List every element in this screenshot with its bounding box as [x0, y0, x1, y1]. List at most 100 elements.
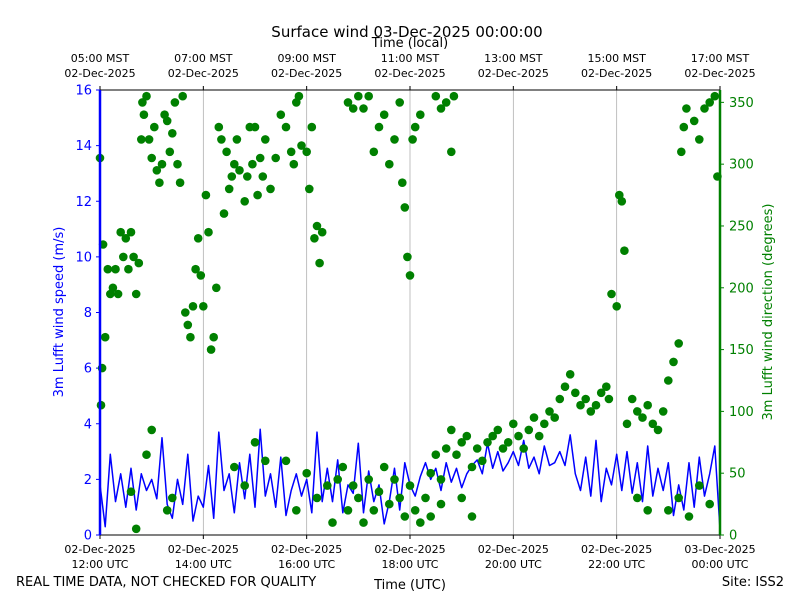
wind-direction-point	[705, 98, 714, 107]
wind-direction-point	[152, 166, 162, 175]
wind-direction-point	[186, 332, 195, 342]
top-tick-date: 02-Dec-2025	[271, 67, 342, 80]
wind-direction-point	[679, 122, 689, 132]
wind-direction-point	[255, 153, 265, 163]
wind-direction-point	[235, 166, 244, 175]
bottom-tick-time: 22:00 UTC	[588, 558, 645, 571]
bottom-tick-date: 02-Dec-2025	[478, 543, 549, 556]
wind-direction-point	[369, 506, 379, 515]
wind-direction-point	[302, 468, 312, 478]
wind-direction-point	[230, 462, 239, 472]
wind-direction-point	[426, 468, 436, 478]
bottom-tick-time: 14:00 UTC	[175, 558, 232, 571]
wind-direction-point	[142, 91, 151, 101]
wind-direction-point	[545, 407, 554, 416]
wind-direction-point	[147, 153, 156, 163]
wind-direction-point	[374, 122, 384, 132]
wind-direction-point	[364, 475, 374, 484]
wind-direction-point	[447, 147, 456, 157]
wind-direction-point	[348, 481, 358, 490]
wind-direction-point	[196, 271, 206, 280]
wind-direction-point	[677, 147, 686, 157]
wind-direction-point	[493, 425, 503, 435]
wind-direction-point	[653, 425, 663, 435]
right-tick-label: 350	[729, 96, 754, 111]
wind-direction-point	[212, 283, 221, 293]
left-tick-label: 16	[75, 84, 92, 99]
wind-direction-point	[100, 332, 110, 342]
wind-direction-point	[162, 116, 172, 126]
chart-title: Surface wind 03-Dec-2025 00:00:00	[271, 23, 542, 41]
wind-direction-point	[359, 104, 368, 113]
right-tick-label: 250	[729, 219, 754, 234]
wind-direction-point	[457, 493, 467, 503]
wind-direction-point	[310, 234, 319, 243]
wind-direction-point	[317, 227, 327, 237]
wind-direction-point	[638, 413, 647, 422]
wind-direction-point	[519, 444, 528, 453]
wind-direction-point	[607, 289, 616, 299]
wind-direction-point	[209, 332, 218, 342]
wind-direction-point	[181, 308, 190, 317]
wind-direction-point	[124, 264, 133, 274]
wind-direction-point	[467, 462, 477, 472]
wind-direction-point	[457, 438, 467, 447]
wind-direction-point	[307, 122, 317, 132]
site-label: Site: ISS2	[721, 575, 784, 590]
wind-direction-point	[576, 400, 585, 410]
wind-direction-point	[168, 493, 177, 503]
top-tick-time: 09:00 MST	[277, 52, 336, 65]
wind-direction-point	[689, 116, 699, 126]
wind-direction-point	[682, 104, 691, 113]
wind-direction-point	[478, 456, 487, 466]
wind-direction-point	[591, 400, 601, 410]
wind-direction-point	[289, 159, 299, 169]
gridlines	[202, 90, 618, 535]
wind-direction-point	[157, 159, 167, 169]
wind-direction-point	[201, 190, 211, 200]
wind-direction-point	[398, 178, 407, 187]
top-tick-date: 02-Dec-2025	[581, 67, 652, 80]
wind-direction-point	[348, 104, 358, 113]
wind-direction-point	[338, 462, 348, 472]
wind-direction-point	[261, 135, 270, 144]
wind-direction-point	[305, 184, 314, 194]
wind-direction-point	[183, 320, 193, 330]
wind-direction-point	[222, 147, 231, 157]
wind-direction-point	[403, 252, 412, 262]
right-tick-label: 100	[729, 405, 754, 420]
left-tick-label: 2	[84, 473, 92, 488]
wind-direction-point	[416, 110, 425, 119]
top-tick-time: 15:00 MST	[587, 52, 646, 65]
wind-direction-point	[250, 438, 260, 447]
bottom-tick-time: 20:00 UTC	[485, 558, 542, 571]
wind-direction-point	[111, 264, 120, 274]
wind-direction-point	[281, 456, 291, 466]
top-axis-label: Time (local)	[371, 36, 448, 51]
wind-direction-point	[447, 425, 456, 435]
wind-direction-point	[266, 184, 275, 194]
wind-direction-point	[333, 475, 343, 484]
wind-direction-point	[467, 512, 477, 521]
wind-direction-point	[312, 493, 322, 503]
wind-direction-point	[441, 444, 451, 453]
wind-direction-point	[514, 431, 523, 441]
wind-direction-point	[188, 302, 198, 311]
wind-direction-point	[126, 487, 136, 497]
wind-direction-point	[224, 184, 234, 194]
wind-direction-point	[452, 450, 461, 460]
wind-direction-point	[297, 141, 306, 150]
wind-direction-point	[119, 252, 128, 262]
wind-direction-point	[328, 518, 337, 527]
wind-direction-point	[253, 190, 262, 200]
wind-direction-point	[674, 493, 683, 503]
wind-direction-point	[436, 499, 446, 509]
wind-direction-point	[620, 246, 629, 255]
wind-direction-point	[312, 221, 322, 231]
left-tick-label: 6	[84, 362, 92, 377]
wind-direction-point	[416, 518, 425, 527]
wind-direction-point	[108, 283, 118, 293]
bottom-tick-date: 02-Dec-2025	[64, 543, 135, 556]
wind-direction-point	[390, 475, 399, 484]
